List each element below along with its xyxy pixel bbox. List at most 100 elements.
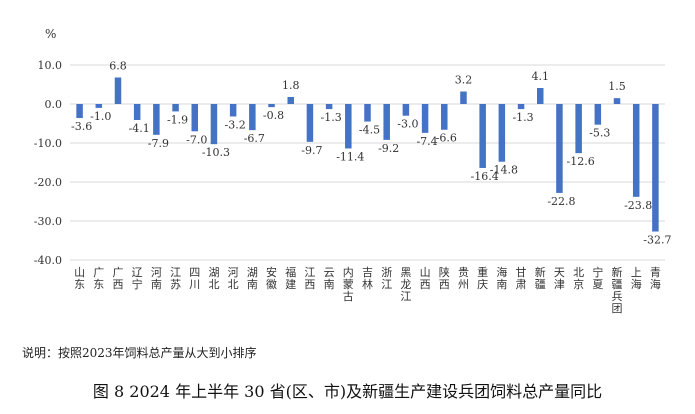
x-tick-label: 江 (170, 266, 181, 279)
x-tick-label: 山 (420, 266, 431, 279)
x-tick-label: 新 (535, 265, 546, 279)
data-label: -1.0 (90, 110, 111, 123)
bar (383, 104, 390, 140)
bar (114, 77, 122, 104)
bar (479, 104, 486, 168)
y-tick-label: 10.0 (38, 59, 63, 72)
data-label: -23.8 (624, 199, 652, 212)
bar (364, 104, 371, 122)
x-tick-label: 江 (400, 290, 411, 303)
x-tick-label: 南 (247, 278, 258, 291)
x-tick-label: 天 (554, 266, 565, 279)
bar (594, 104, 602, 125)
x-tick-label: 团 (612, 302, 623, 315)
bar (268, 104, 275, 108)
x-tick-label: 宁 (132, 277, 143, 291)
x-tick-label: 甘 (516, 266, 527, 279)
data-label: -6.6 (436, 132, 457, 145)
bar (421, 104, 429, 133)
x-tick-label: 吉 (362, 266, 373, 279)
bar (613, 98, 621, 104)
x-tick-label: 龙 (400, 278, 411, 291)
x-tick-label: 海 (631, 277, 642, 291)
data-label: -6.7 (244, 132, 265, 145)
bar (249, 104, 256, 131)
x-tick-label: 海 (496, 265, 507, 279)
x-tick-label: 建 (285, 277, 296, 291)
x-tick-label: 古 (343, 290, 354, 303)
x-tick-label: 东 (74, 278, 85, 291)
x-tick-label: 贵 (458, 266, 469, 279)
data-label: -14.8 (490, 164, 518, 177)
x-tick-label: 西 (304, 278, 315, 291)
data-label: -3.2 (225, 118, 246, 131)
x-tick-label: 兵 (612, 290, 623, 303)
bar (306, 104, 314, 142)
x-tick-label: 肃 (516, 278, 527, 291)
x-tick-label: 江 (304, 266, 315, 279)
bar (536, 88, 544, 104)
x-tick-label: 南 (324, 278, 335, 291)
x-tick-label: 林 (362, 277, 373, 291)
figure-caption: 图 8 2024 年上半年 30 省(区、市)及新疆生产建设兵团饲料总产量同比 (92, 382, 603, 401)
data-label: -7.9 (148, 137, 169, 150)
data-label: 1.8 (282, 79, 300, 92)
bar (133, 104, 141, 120)
x-tick-label: 重 (477, 265, 488, 279)
x-tick-label: 湖 (208, 266, 219, 279)
x-tick-label: 宁 (592, 265, 603, 279)
data-label: -22.8 (547, 195, 575, 208)
x-tick-label: 蒙 (343, 278, 354, 291)
data-label: 3.2 (455, 74, 473, 87)
x-tick-label: 庆 (477, 277, 488, 291)
y-tick-label: -30.0 (34, 215, 62, 228)
y-tick-label: -40.0 (34, 254, 62, 267)
y-axis-unit: % (45, 27, 56, 41)
x-tick-label: 云 (324, 266, 335, 279)
bar (95, 104, 103, 108)
bar (652, 104, 659, 232)
bar (556, 104, 563, 193)
bar (76, 104, 83, 119)
x-tick-label: 陕 (439, 265, 450, 279)
x-tick-label: 内 (343, 265, 354, 279)
data-label: -9.7 (301, 144, 322, 157)
bar (498, 104, 506, 162)
x-tick-label: 山 (74, 266, 85, 279)
x-tick-label: 津 (554, 278, 565, 291)
x-tick-label: 福 (285, 265, 296, 279)
data-label: -3.6 (71, 120, 92, 133)
bar (441, 104, 448, 130)
x-tick-label: 夏 (592, 278, 603, 291)
x-tick-label: 京 (573, 277, 584, 291)
x-tick-label: 徽 (266, 277, 277, 291)
x-tick-label: 广 (112, 266, 123, 279)
data-label: -1.9 (167, 113, 188, 126)
chart-note: 说明：按照2023年饲料总产量从大到小排序 (22, 346, 257, 360)
data-label: -3.0 (397, 118, 418, 131)
data-label: 4.1 (531, 70, 549, 83)
y-tick-label: -10.0 (34, 137, 62, 150)
data-label: 6.8 (109, 59, 127, 72)
data-label: -7.4 (416, 135, 437, 148)
x-tick-label: 苏 (170, 278, 181, 291)
data-label: -4.5 (359, 124, 380, 137)
x-tick-label: 广 (93, 266, 104, 279)
x-tick-label: 北 (573, 266, 584, 279)
bar (210, 104, 218, 145)
data-label: -5.3 (589, 127, 610, 140)
x-tick-label: 南 (151, 278, 162, 291)
data-label: -11.4 (336, 150, 364, 163)
x-tick-label: 河 (151, 266, 162, 279)
x-tick-label: 黑 (400, 266, 411, 279)
x-tick-label: 东 (93, 278, 104, 291)
y-tick-label: -20.0 (34, 176, 62, 189)
data-label: -32.7 (643, 234, 671, 247)
data-label: -1.3 (321, 111, 342, 124)
bar (229, 104, 237, 117)
x-tick-label: 州 (458, 278, 469, 291)
bar (460, 91, 467, 104)
bar (172, 104, 179, 112)
x-tick-label: 北 (228, 278, 239, 291)
